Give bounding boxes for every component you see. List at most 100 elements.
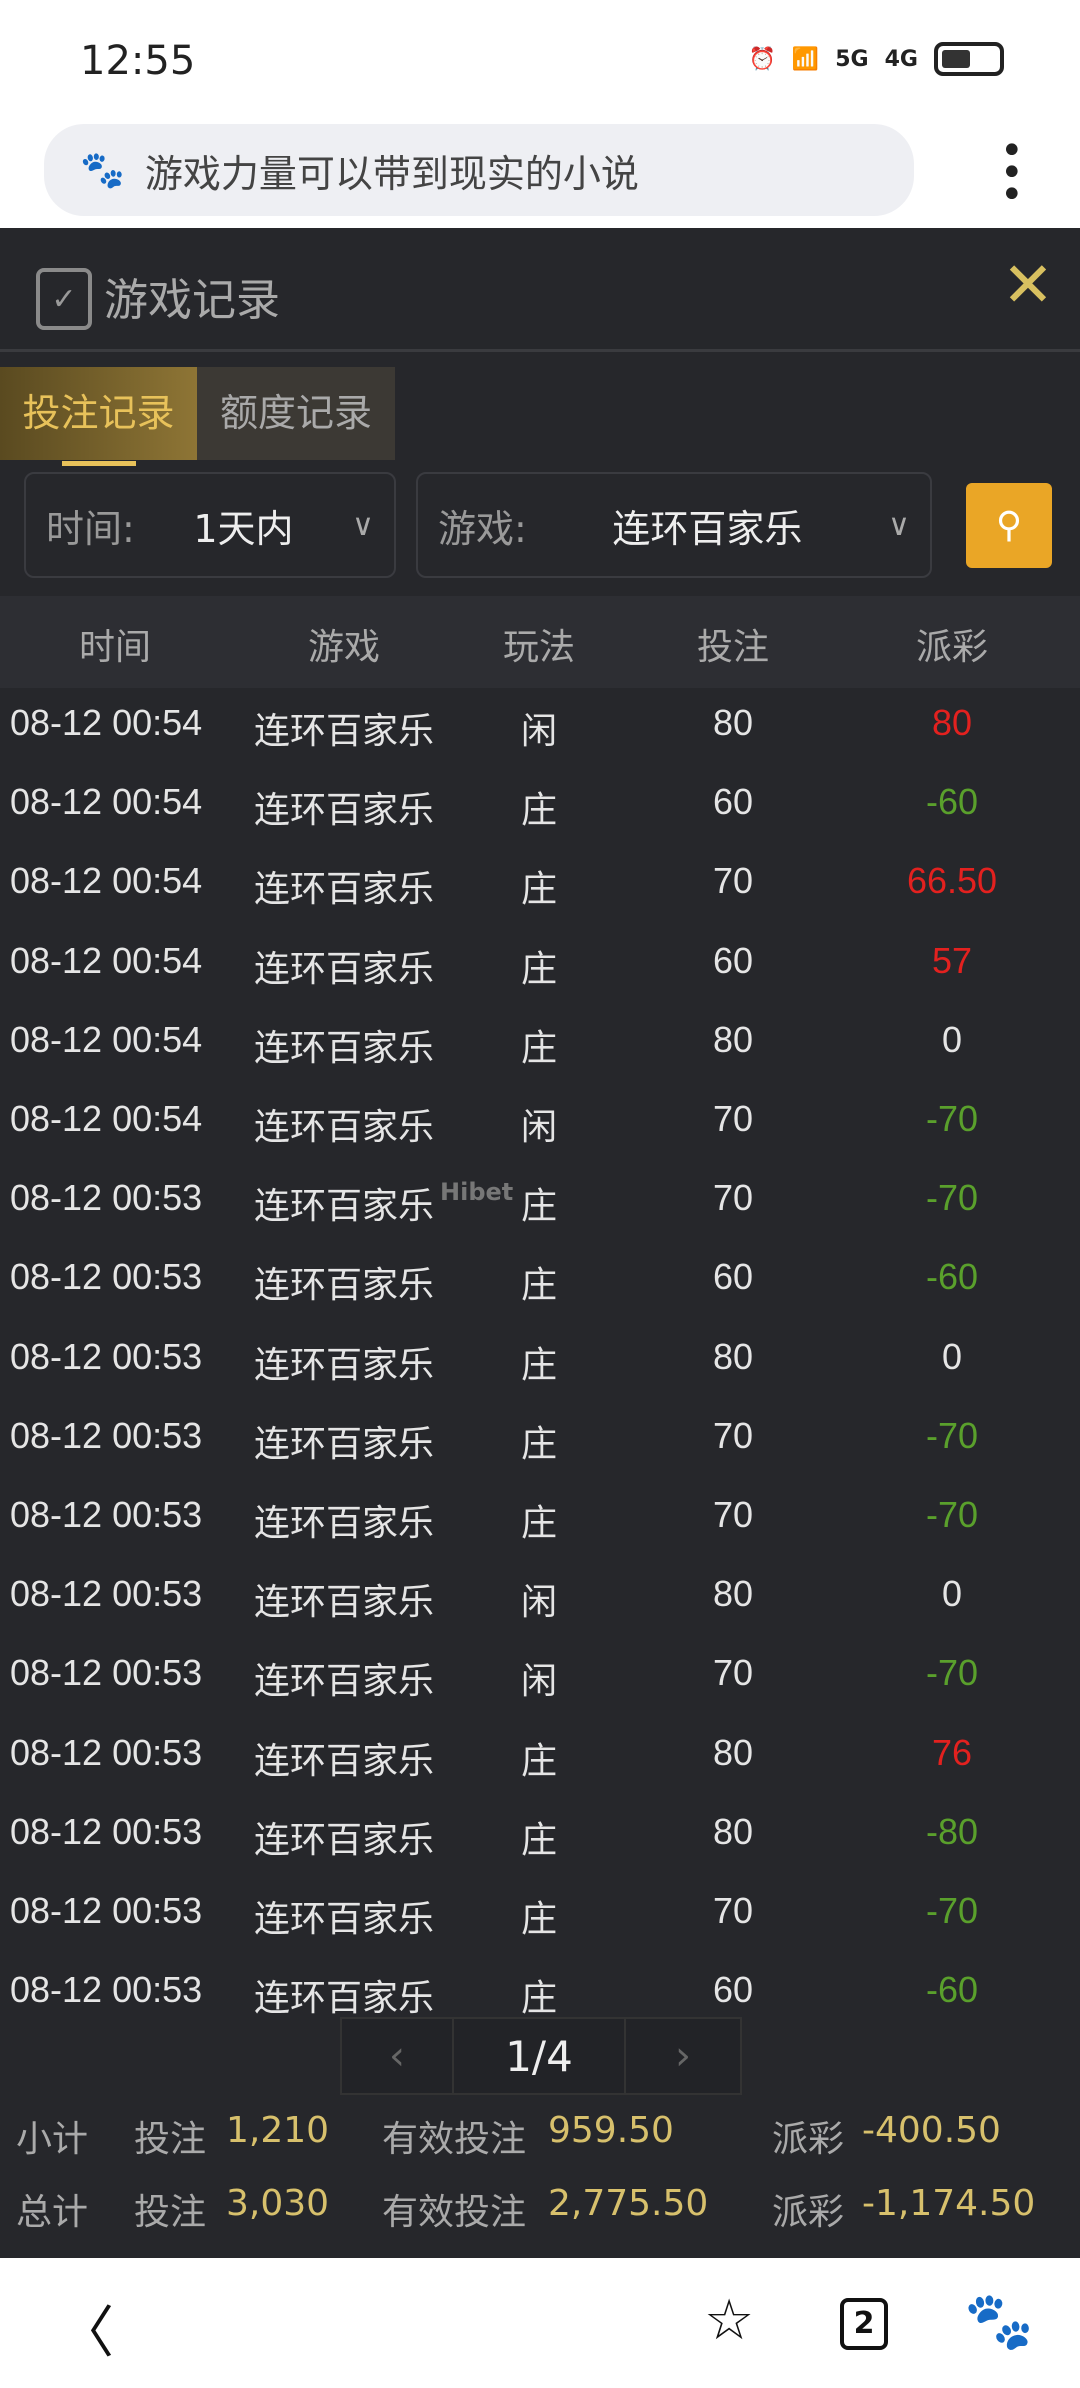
table-row: 08-12 00:54 连环百家乐 闲 70 -70	[0, 1084, 1080, 1163]
subtotal-payout-label: 派彩	[772, 2119, 845, 2160]
game-filter-select[interactable]: 游戏: 连环百家乐 ∨	[416, 472, 932, 578]
cell-play: 庄	[520, 1502, 558, 1543]
cell-play: 庄	[520, 789, 558, 831]
table-row: 08-12 00:54 连环百家乐 庄 70 66.50	[0, 846, 1080, 925]
cell-time: 08-12 00:54	[10, 702, 203, 743]
subtotal-valid: 959.50	[548, 2110, 674, 2151]
search-query: 游戏力量可以带到现实的小说	[144, 151, 639, 196]
cell-payout: 80	[931, 702, 973, 743]
cell-play: 庄	[520, 1185, 558, 1227]
cell-payout: -60	[925, 1256, 979, 1298]
cell-game: 连环百家乐	[253, 868, 435, 910]
cell-time: 08-12 00:53	[10, 1177, 203, 1219]
pagination: ‹ 1/4 ›	[340, 2017, 742, 2095]
cell-play: 庄	[520, 1422, 558, 1464]
baidu-paw-icon[interactable]: 🐾	[964, 2289, 1034, 2354]
back-button[interactable]: 〈	[58, 2301, 114, 2366]
more-menu-button[interactable]: • • •	[1000, 128, 1024, 218]
chevron-down-icon: ∨	[888, 507, 910, 543]
clipboard-check-icon: ✓	[36, 268, 92, 330]
prev-page-button[interactable]: ‹	[342, 2019, 454, 2093]
cell-play: 庄	[520, 1026, 558, 1068]
subtotal-payout: -400.50	[862, 2110, 1001, 2151]
total-valid-label: 有效投注	[382, 2192, 527, 2233]
cell-time: 08-12 00:53	[10, 1256, 203, 1298]
time-filter-label: 时间:	[46, 506, 135, 551]
close-button[interactable]: ✕	[1002, 248, 1054, 321]
table-row: 08-12 00:53 连环百家乐 庄 80 -80	[0, 1797, 1080, 1876]
table-row: 08-12 00:54 连环百家乐 闲 80 80	[0, 688, 1080, 767]
cell-time: 08-12 00:53	[10, 1414, 203, 1456]
cell-bet: 70	[712, 1177, 754, 1219]
cell-payout: -70	[925, 1494, 979, 1535]
game-filter-value: 连环百家乐	[612, 506, 803, 551]
baidu-paw-icon: 🐾	[80, 150, 125, 191]
table-row: 08-12 00:54 连环百家乐 庄 60 -60	[0, 767, 1080, 846]
cell-payout: -70	[925, 1414, 979, 1456]
cell-time: 08-12 00:53	[10, 1810, 203, 1852]
subtotal-label: 小计	[16, 2119, 89, 2160]
tabs-count-button[interactable]: 2	[840, 2298, 888, 2350]
cell-time: 08-12 00:54	[10, 939, 203, 981]
total-payout: -1,174.50	[862, 2183, 1036, 2224]
cell-play: 庄	[520, 868, 558, 910]
cell-bet: 80	[712, 1573, 754, 1615]
cell-play: 庄	[520, 1977, 558, 2019]
status-bar: 12:55 ⏰ 📶 5G 4G	[0, 0, 1080, 110]
cell-bet: 80	[712, 1335, 754, 1377]
cell-bet: 70	[712, 1652, 754, 1694]
cell-payout: -80	[925, 1810, 979, 1852]
cell-game: 连环百家乐	[253, 1660, 435, 1702]
tab-credit-records[interactable]: 额度记录	[197, 367, 395, 460]
cell-play: 闲	[520, 1660, 558, 1702]
search-bar[interactable]: 🐾 游戏力量可以带到现实的小说	[44, 124, 914, 216]
cell-time: 08-12 00:54	[10, 781, 203, 823]
game-record-panel: ✓ 游戏记录 ✕ 投注记录 额度记录 时间: 1天内 ∨ 游戏: 连环百家乐 ∨…	[0, 228, 1080, 2258]
table-row: 08-12 00:53 连环百家乐 庄 70 -70	[0, 1163, 1080, 1242]
cell-payout: -70	[925, 1890, 979, 1931]
table-row: 08-12 00:53 连环百家乐 庄 60 -60	[0, 1242, 1080, 1321]
cell-game: 连环百家乐	[253, 1264, 435, 1306]
panel-header: ✓ 游戏记录 ✕	[0, 228, 1080, 352]
watermark: Hibet	[440, 1178, 514, 1206]
cell-bet: 80	[712, 1731, 754, 1773]
cell-bet: 70	[712, 1494, 754, 1535]
cell-game: 连环百家乐	[253, 1977, 435, 2019]
cell-payout: -70	[925, 1177, 979, 1219]
col-time: 时间	[78, 627, 152, 668]
total-bet: 3,030	[226, 2183, 330, 2224]
cell-play: 闲	[520, 1581, 558, 1623]
table-row: 08-12 00:53 连环百家乐 庄 70 -70	[0, 1480, 1080, 1559]
time-filter-select[interactable]: 时间: 1天内 ∨	[24, 472, 396, 578]
bookmark-star-icon[interactable]: ☆	[704, 2288, 755, 2353]
cell-payout: -60	[925, 781, 979, 823]
cell-time: 08-12 00:53	[10, 1573, 203, 1615]
table-row: 08-12 00:54 连环百家乐 庄 80 0	[0, 1005, 1080, 1084]
cell-payout: -70	[925, 1098, 979, 1139]
table-row: 08-12 00:54 连环百家乐 庄 60 57	[0, 926, 1080, 1005]
cell-game: 连环百家乐	[253, 1818, 435, 1860]
cell-game: 连环百家乐	[253, 1739, 435, 1781]
cell-payout: 0	[941, 1335, 963, 1377]
alarm-icon: ⏰	[748, 46, 776, 72]
cell-game: 连环百家乐	[253, 789, 435, 831]
cell-time: 08-12 00:53	[10, 1969, 203, 2011]
subtotal-valid-label: 有效投注	[382, 2119, 527, 2160]
search-button[interactable]: ⚲	[966, 483, 1052, 568]
subtotal-bet: 1,210	[226, 2110, 330, 2151]
table-row: 08-12 00:53 连环百家乐 庄 60 -60	[0, 1955, 1080, 2034]
clock: 12:55	[80, 38, 196, 84]
cell-bet: 60	[712, 1256, 754, 1298]
table-row: 08-12 00:53 连环百家乐 闲 70 -70	[0, 1638, 1080, 1717]
cell-play: 庄	[520, 947, 558, 989]
next-page-button[interactable]: ›	[626, 2019, 740, 2093]
signal-4g-icon: 4G	[884, 46, 918, 72]
tab-bet-records[interactable]: 投注记录	[0, 367, 197, 466]
cell-play: 闲	[520, 1106, 558, 1147]
cell-play: 闲	[520, 710, 558, 751]
cell-payout: 57	[931, 939, 973, 981]
cell-game: 连环百家乐	[253, 1502, 435, 1543]
col-game: 游戏	[307, 627, 381, 668]
cell-game: 连环百家乐	[253, 1898, 435, 1939]
cell-payout: -70	[925, 1652, 979, 1694]
